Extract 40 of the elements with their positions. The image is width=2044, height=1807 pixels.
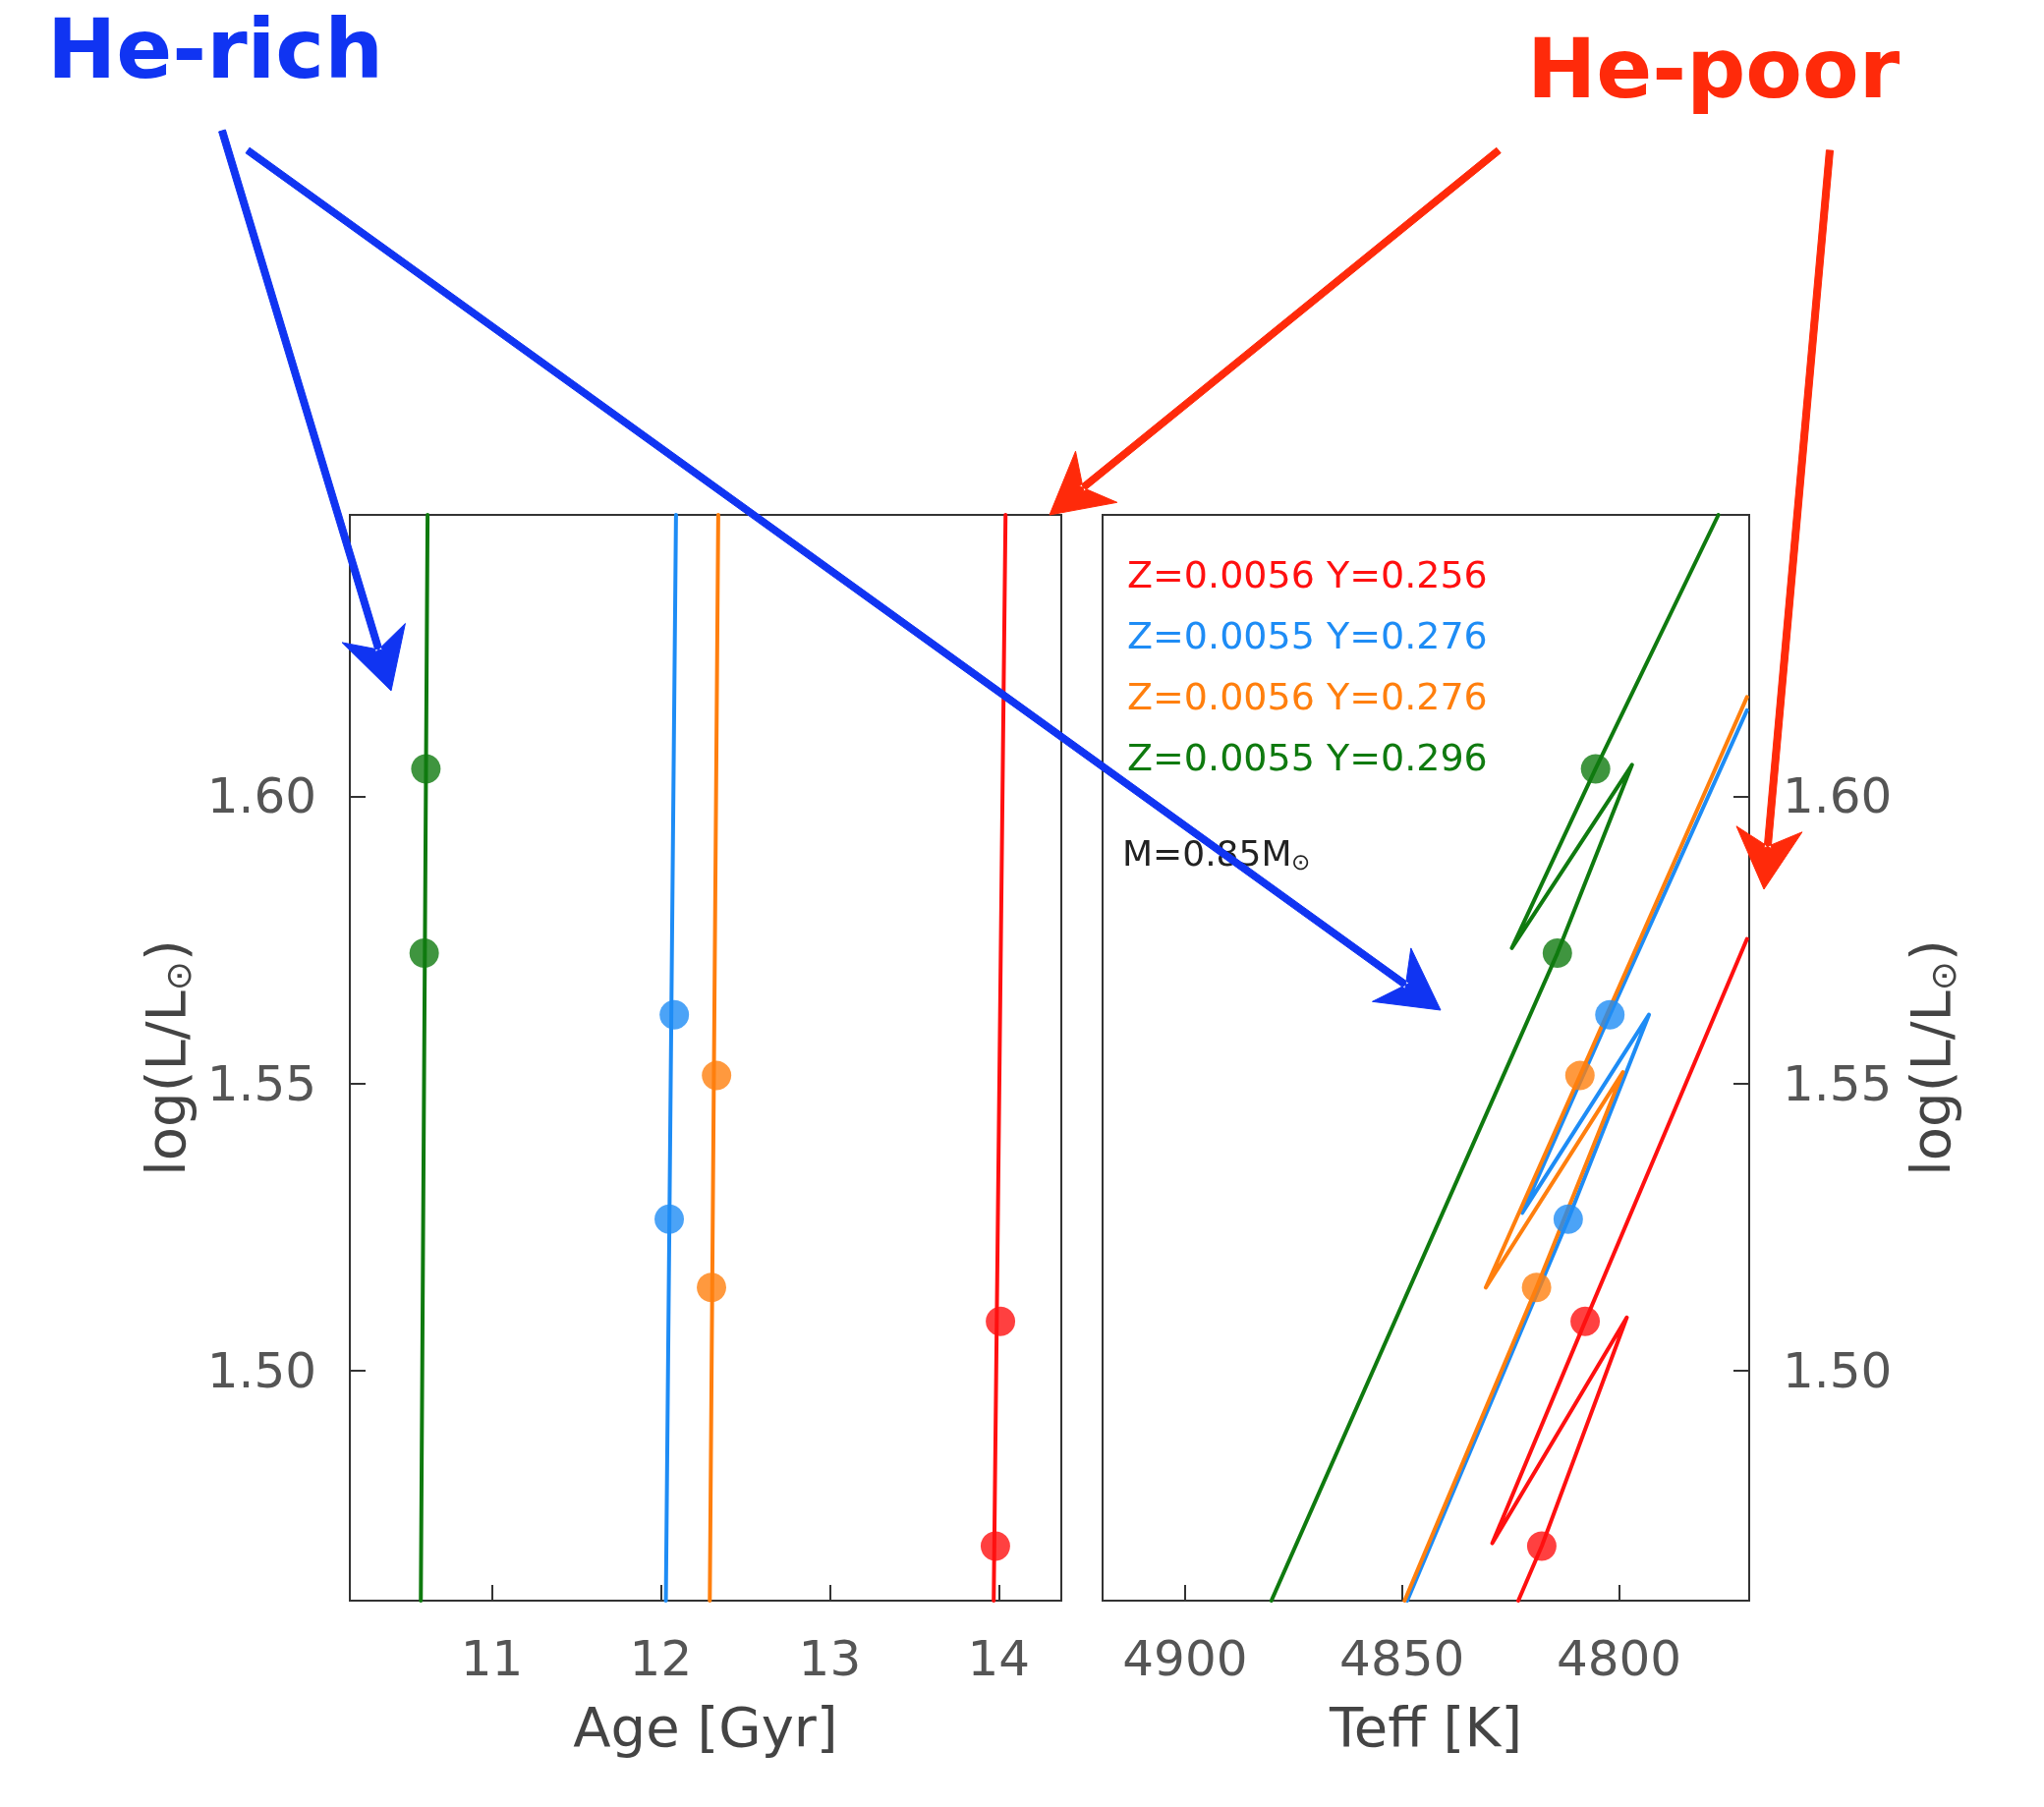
y-axis-title: log(L/L⊙) [1898,939,1963,1176]
y-tick-label: 1.60 [206,767,316,825]
y-axis-title: log(L/L⊙) [134,939,199,1176]
y-tick-label: 1.50 [206,1342,316,1400]
y-tick-label: 1.55 [1783,1054,1893,1112]
point [409,938,439,969]
point [1521,1272,1552,1303]
point [1595,999,1625,1030]
x-tick-label: 14 [967,1630,1031,1687]
x-tick-label: 4800 [1556,1630,1682,1687]
point [697,1272,727,1303]
text: He-rich [47,1,383,97]
text: Z=0.0056 Y=0.276 [1127,675,1488,718]
point [659,999,690,1030]
point [702,1060,732,1091]
x-axis-title: Teff [K] [1329,1694,1522,1759]
text: He-poor [1527,21,1901,117]
text: Z=0.0055 Y=0.276 [1127,614,1488,657]
line-series [1490,936,1749,1603]
x-tick-label: 13 [798,1630,862,1687]
text: Z=0.0056 Y=0.256 [1127,553,1488,596]
x-tick-label: 4850 [1339,1630,1465,1687]
point [1564,1060,1595,1091]
point [654,1204,685,1234]
text: Z=0.0055 Y=0.296 [1127,736,1488,779]
x-tick-label: 4900 [1122,1630,1248,1687]
point [1570,1306,1601,1336]
point [1542,938,1572,969]
y-tick-label: 1.50 [1783,1342,1893,1400]
x-tick-label: 12 [629,1630,693,1687]
point [1553,1204,1583,1234]
point [1526,1531,1557,1561]
x-tick-label: 11 [460,1630,524,1687]
point [986,1306,1016,1336]
point [1580,754,1611,784]
point [411,754,441,784]
y-tick-label: 1.55 [206,1054,316,1112]
point [980,1531,1010,1561]
y-tick-label: 1.60 [1783,767,1893,825]
x-axis-title: Age [Gyr] [573,1694,838,1759]
